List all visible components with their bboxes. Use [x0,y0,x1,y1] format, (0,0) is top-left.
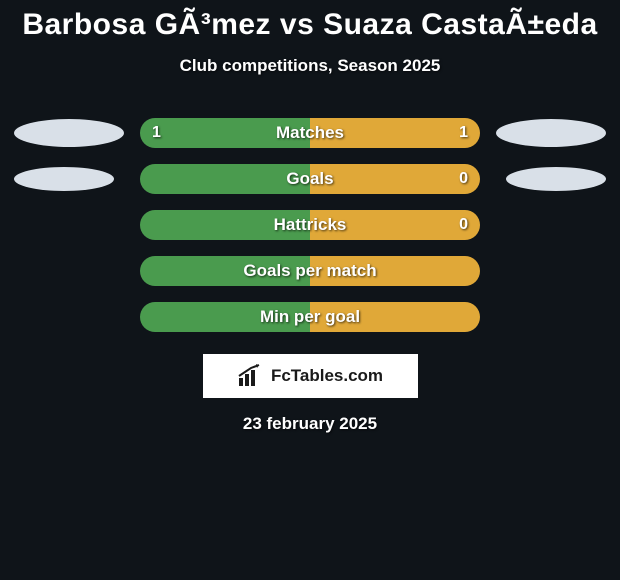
page-title: Barbosa GÃ³mez vs Suaza CastaÃ±eda [0,0,620,42]
stat-label: Goals per match [243,261,376,281]
bar-left-fill [140,164,310,194]
stat-value-right: 0 [459,216,468,234]
stat-value-right: 0 [459,170,468,188]
stat-label: Matches [276,123,344,143]
subtitle: Club competitions, Season 2025 [0,56,620,76]
team-left-avatar [14,167,114,191]
player-left-avatar [14,119,124,147]
footer-date: 23 february 2025 [0,414,620,434]
team-right-avatar [506,167,606,191]
stat-row: Hattricks 0 [0,202,620,248]
stat-label: Min per goal [260,307,360,327]
comparison-infographic: Barbosa GÃ³mez vs Suaza CastaÃ±eda Club … [0,0,620,580]
player-right-avatar [496,119,606,147]
stat-label: Goals [286,169,333,189]
stat-bar: 1 Matches 1 [140,118,480,148]
stat-row: Goals 0 [0,156,620,202]
stat-value-left: 1 [152,124,161,142]
stat-bar: Goals per match [140,256,480,286]
stat-bar: Min per goal [140,302,480,332]
stat-value-right: 1 [459,124,468,142]
stat-row: Goals per match [0,248,620,294]
logo-text: FcTables.com [271,366,383,386]
stat-bar: Goals 0 [140,164,480,194]
stat-label: Hattricks [274,215,347,235]
bar-right-fill [310,164,480,194]
stat-row: 1 Matches 1 [0,110,620,156]
logo-box: FcTables.com [203,354,418,398]
stat-row: Min per goal [0,294,620,340]
chart-icon [237,364,265,388]
chart-area: 1 Matches 1 Goals 0 [0,110,620,340]
stat-bar: Hattricks 0 [140,210,480,240]
